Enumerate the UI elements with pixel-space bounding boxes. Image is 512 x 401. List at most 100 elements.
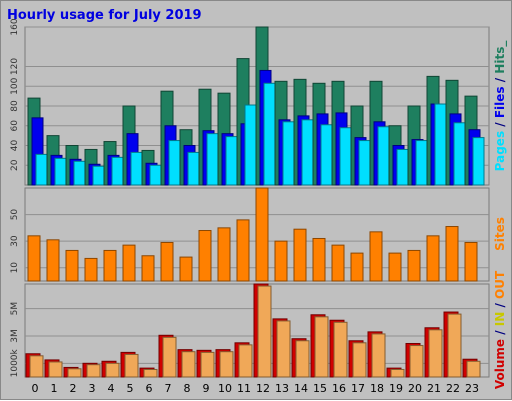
bar-pages-15 — [320, 124, 333, 186]
bar-out-21 — [428, 329, 443, 378]
x-tick-label-17: 17 — [351, 382, 365, 395]
bar-sites-10 — [217, 227, 231, 282]
panel-0-y-tick-label: 160 — [10, 18, 20, 35]
bar-pages-7 — [168, 140, 181, 186]
bar-sites-12 — [255, 187, 269, 282]
bar-sites-20 — [407, 249, 421, 282]
bar-sites-15 — [312, 237, 326, 282]
panel-0-legend-label: Pages / Files / Hits_ — [493, 41, 508, 172]
legend-segment: IN — [493, 312, 507, 327]
bar-out-15 — [314, 316, 329, 378]
bar-pages-21 — [434, 103, 447, 186]
bar-pages-1 — [54, 157, 67, 186]
bar-pages-13 — [282, 121, 295, 186]
x-tick-label-22: 22 — [446, 382, 460, 395]
bar-out-1 — [48, 361, 63, 378]
panel-1-legend-label: Sites — [493, 217, 507, 251]
bar-sites-14 — [293, 228, 307, 282]
bar-out-17 — [352, 342, 367, 378]
chart-title: Hourly usage for July 2019 — [7, 8, 202, 23]
panel-0-y-tick-label: 40 — [10, 140, 20, 152]
bar-out-7 — [162, 336, 177, 378]
legend-segment: / — [493, 299, 507, 312]
bar-sites-7 — [160, 241, 174, 282]
x-tick-label-2: 2 — [70, 382, 77, 395]
bar-sites-23 — [464, 241, 478, 282]
x-tick-label-16: 16 — [332, 382, 346, 395]
bar-pages-2 — [73, 160, 86, 186]
panel-2-y-tick-label: 3M — [10, 329, 20, 343]
x-tick-label-4: 4 — [108, 382, 115, 395]
bar-out-22 — [447, 313, 462, 378]
legend-segment: _ — [493, 41, 508, 47]
bar-out-14 — [295, 340, 310, 378]
bar-sites-9 — [198, 230, 212, 282]
bar-sites-16 — [331, 244, 345, 282]
bar-pages-22 — [453, 122, 466, 186]
legend-segment: OUT — [493, 270, 507, 299]
bar-out-19 — [390, 368, 405, 378]
bar-sites-8 — [179, 256, 193, 282]
bar-sites-4 — [103, 249, 117, 282]
bar-pages-12 — [263, 82, 276, 186]
x-tick-label-14: 14 — [294, 382, 308, 395]
bar-out-23 — [466, 360, 481, 378]
bar-pages-6 — [149, 164, 162, 186]
x-tick-label-23: 23 — [465, 382, 479, 395]
x-tick-label-3: 3 — [89, 382, 96, 395]
bar-sites-13 — [274, 240, 288, 282]
x-tick-label-11: 11 — [237, 382, 251, 395]
bar-sites-2 — [65, 249, 79, 282]
bar-pages-9 — [206, 133, 219, 186]
bar-out-0 — [29, 355, 44, 378]
bar-sites-17 — [350, 252, 364, 282]
x-tick-label-8: 8 — [184, 382, 191, 395]
bar-out-13 — [276, 320, 291, 378]
x-tick-label-7: 7 — [165, 382, 172, 395]
panel-0-y-tick-label: 80 — [10, 100, 20, 112]
x-tick-label-1: 1 — [51, 382, 58, 395]
bar-out-20 — [409, 345, 424, 378]
bar-pages-19 — [396, 148, 409, 186]
bar-sites-21 — [426, 235, 440, 282]
panel-2-y-tick-label: 5M — [10, 302, 20, 316]
bar-out-4 — [105, 362, 120, 378]
bar-sites-19 — [388, 252, 402, 282]
legend-segment: Sites — [493, 217, 507, 251]
bar-out-18 — [371, 333, 386, 378]
bar-sites-1 — [46, 239, 60, 282]
panel-0-y-tick-label: 100 — [10, 77, 20, 94]
legend-segment: Hits — [493, 47, 507, 74]
bar-out-6 — [143, 368, 158, 378]
x-tick-label-18: 18 — [370, 382, 384, 395]
bar-out-5 — [124, 353, 139, 378]
bar-pages-17 — [358, 140, 371, 186]
legend-segment: Volume — [493, 339, 507, 389]
bar-sites-0 — [27, 235, 41, 282]
bar-pages-11 — [244, 104, 257, 186]
bar-pages-20 — [415, 140, 428, 186]
bar-out-3 — [86, 364, 101, 378]
legend-segment: Pages — [493, 131, 507, 171]
bar-pages-8 — [187, 151, 200, 186]
bar-out-16 — [333, 321, 348, 378]
x-tick-label-0: 0 — [32, 382, 39, 395]
panel-0-y-tick-label: 20 — [10, 159, 20, 171]
bar-sites-5 — [122, 244, 136, 282]
x-tick-label-15: 15 — [313, 382, 327, 395]
bar-out-2 — [67, 368, 82, 378]
bar-pages-0 — [35, 153, 48, 186]
x-tick-label-19: 19 — [389, 382, 403, 395]
x-tick-label-13: 13 — [275, 382, 289, 395]
bar-pages-5 — [130, 151, 143, 186]
panel-0-y-tick-label: 120 — [10, 58, 20, 75]
bar-sites-3 — [84, 257, 98, 282]
bar-out-8 — [181, 351, 196, 378]
legend-segment: / — [493, 74, 507, 87]
x-tick-label-9: 9 — [203, 382, 210, 395]
x-tick-label-21: 21 — [427, 382, 441, 395]
x-tick-label-5: 5 — [127, 382, 134, 395]
legend-segment: / — [493, 326, 507, 339]
